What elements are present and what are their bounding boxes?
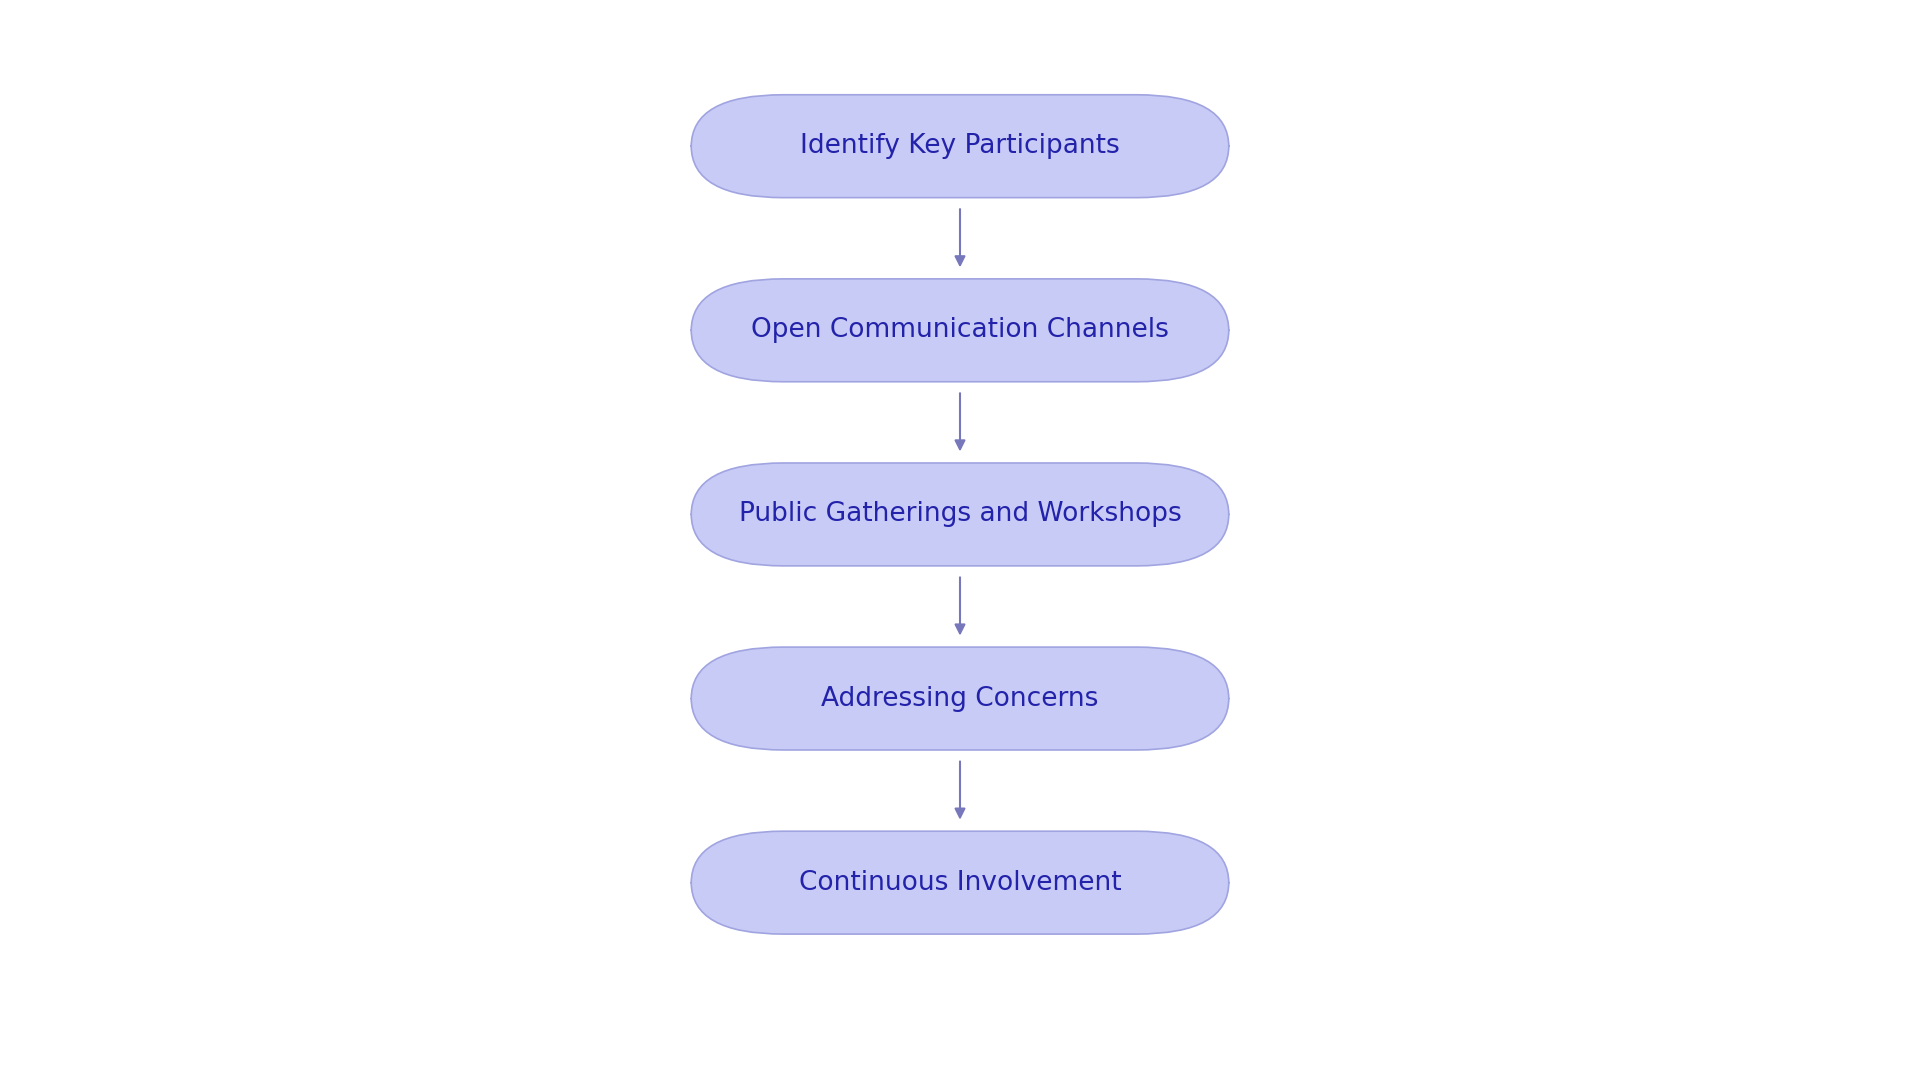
Text: Continuous Involvement: Continuous Involvement <box>799 870 1121 896</box>
FancyBboxPatch shape <box>691 464 1229 565</box>
Text: Addressing Concerns: Addressing Concerns <box>822 686 1098 712</box>
Text: Identify Key Participants: Identify Key Participants <box>801 133 1119 159</box>
FancyBboxPatch shape <box>691 279 1229 382</box>
FancyBboxPatch shape <box>691 95 1229 198</box>
Text: Public Gatherings and Workshops: Public Gatherings and Workshops <box>739 501 1181 527</box>
FancyBboxPatch shape <box>691 832 1229 934</box>
Text: Open Communication Channels: Open Communication Channels <box>751 317 1169 343</box>
FancyBboxPatch shape <box>691 648 1229 749</box>
